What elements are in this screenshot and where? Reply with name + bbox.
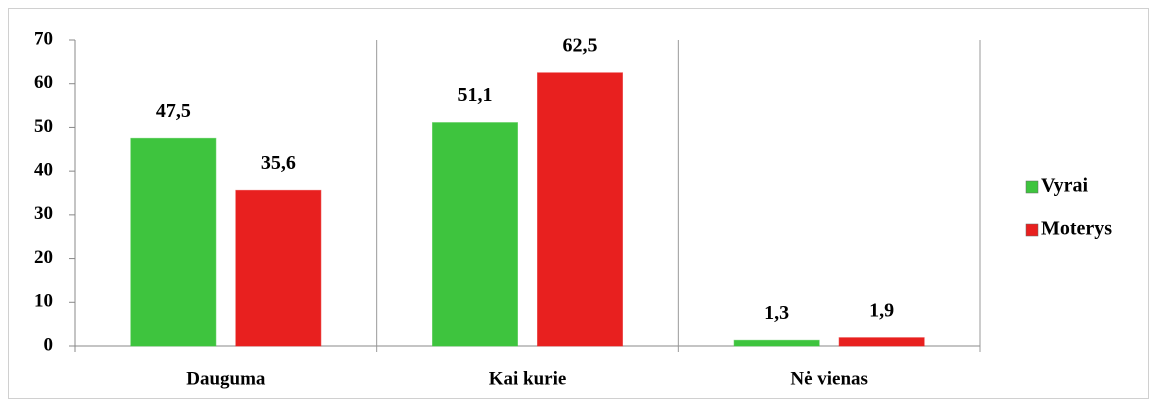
bar	[130, 137, 217, 347]
value-label: 1,3	[764, 302, 789, 324]
y-tick-label: 30	[34, 203, 53, 224]
y-tick-label: 10	[34, 291, 53, 312]
value-label: 35,6	[261, 152, 296, 174]
y-tick-label: 60	[34, 72, 53, 93]
y-tick-label: 0	[44, 334, 54, 355]
bar	[235, 189, 322, 347]
bar	[432, 122, 518, 347]
bar	[838, 337, 925, 347]
legend-swatch	[1025, 223, 1039, 237]
legend-label: Moterys	[1041, 218, 1112, 240]
bar	[537, 72, 623, 347]
value-label: 47,5	[156, 100, 191, 122]
x-tick-label: Kai kurie	[489, 368, 567, 389]
bar	[733, 339, 820, 347]
x-tick-label: Dauguma	[186, 368, 266, 389]
value-label: 51,1	[458, 84, 493, 106]
x-tick-label: Nė vienas	[790, 368, 868, 389]
y-tick-label: 20	[34, 247, 53, 268]
legend-label: Vyrai	[1041, 175, 1088, 197]
y-tick-label: 70	[34, 28, 53, 49]
y-tick-label: 40	[34, 160, 53, 181]
chart-frame	[8, 8, 1149, 399]
value-label: 62,5	[563, 34, 598, 56]
y-tick-label: 50	[34, 116, 53, 137]
legend-swatch	[1025, 180, 1039, 194]
value-label: 1,9	[869, 299, 894, 321]
